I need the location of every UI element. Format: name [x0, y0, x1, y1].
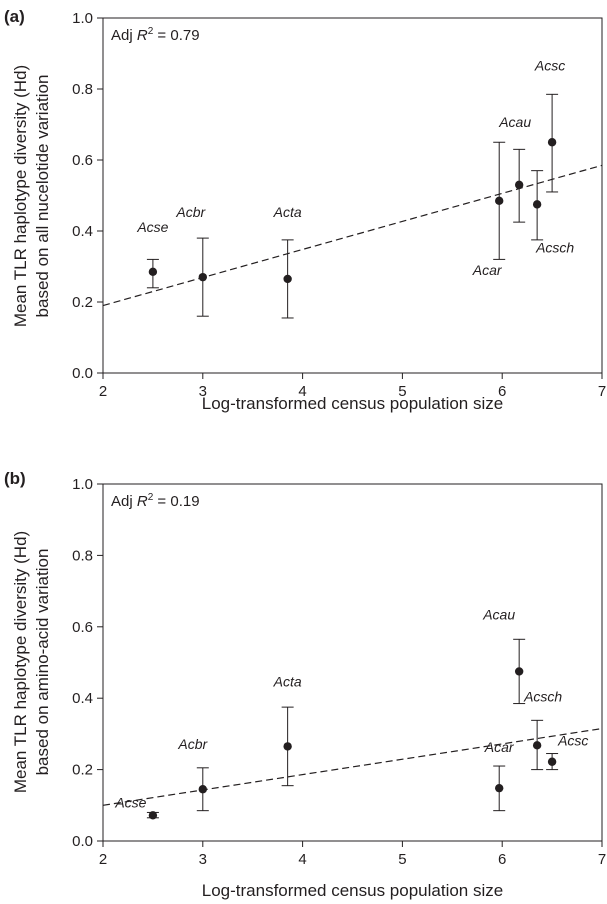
data-point [198, 785, 207, 794]
data-point [148, 267, 158, 277]
x-tick-label: 6 [498, 383, 506, 400]
point-label: Acar [484, 739, 515, 755]
point-label: Acsch [523, 688, 562, 704]
y-tick-label: 0.6 [72, 152, 93, 169]
point-label: Acau [498, 114, 531, 130]
y-tick-label: 1.0 [72, 10, 93, 27]
point-label: Acsc [557, 733, 588, 749]
plot-frame [102, 483, 603, 842]
point-label: Acta [273, 204, 302, 220]
data-point [198, 272, 207, 282]
y-tick-label: 0.8 [72, 81, 93, 98]
data-point [532, 741, 542, 750]
x-tick-label: 5 [398, 851, 406, 868]
x-tick-label: 3 [199, 383, 207, 400]
point-label: Acbr [177, 736, 208, 752]
point-label: Acta [273, 673, 302, 689]
y-tick-label: 0.6 [72, 619, 93, 636]
y-axis-label: Mean TLR haplotype diversity (Hd) [11, 65, 30, 327]
data-point [532, 200, 542, 209]
x-tick-label: 4 [298, 383, 306, 400]
data-point [148, 811, 158, 820]
point-label: Acse [136, 219, 168, 235]
regression-line [102, 164, 603, 307]
data-point [547, 757, 557, 766]
data-point [495, 783, 504, 793]
panel-label: (a) [4, 7, 25, 26]
regression-line [102, 727, 603, 806]
y-tick-label: 0.0 [72, 833, 93, 850]
data-point [283, 274, 292, 284]
x-tick-label: 5 [398, 383, 406, 400]
y-axis-label: based on amino-acid variation [33, 549, 52, 776]
point-label: Acau [482, 606, 515, 622]
panel-label: (b) [4, 469, 26, 488]
adj-r2-annotation: Adj R2 = 0.19 [111, 492, 200, 510]
point-label: Acar [472, 262, 503, 278]
x-tick-label: 6 [498, 851, 506, 868]
x-tick-label: 7 [598, 383, 606, 400]
x-tick-label: 4 [298, 851, 306, 868]
panel-a: (a) 0.0 0.2 0.4 0.6 0.8 1.0 2 3 4 5 6 7 Log-transform… [4, 7, 606, 413]
y-tick-label: 0.4 [72, 223, 93, 240]
y-tick-label: 0.4 [72, 690, 93, 707]
y-tick-label: 0.2 [72, 762, 93, 779]
data-point [283, 742, 292, 751]
x-axis-label: Log-transformed census population size [202, 881, 503, 900]
y-tick-label: 1.0 [72, 476, 93, 493]
point-label: Acsc [534, 57, 565, 73]
y-tick-label: 0.2 [72, 294, 93, 311]
panel-b: (b) 0.0 0.2 0.4 0.6 0.8 1.0 2 3 4 5 6 7 Log-transform… [4, 469, 606, 900]
data-point [514, 667, 524, 676]
y-axis-label: based on all nucelotide variation [33, 75, 52, 318]
point-label: Acsch [535, 239, 574, 255]
point-label: Acse [114, 794, 146, 810]
data-point [547, 138, 557, 147]
y-axis-label: Mean TLR haplotype diversity (Hd) [11, 531, 30, 793]
data-point [514, 180, 524, 190]
y-tick-label: 0.0 [72, 365, 93, 382]
x-tick-label: 2 [99, 383, 107, 400]
x-tick-label: 7 [598, 851, 606, 868]
point-label: Acbr [175, 204, 206, 220]
x-tick-label: 2 [99, 851, 107, 868]
data-point [495, 196, 504, 206]
x-axis-label: Log-transformed census population size [202, 394, 503, 413]
y-tick-label: 0.8 [72, 547, 93, 564]
plot-frame [102, 17, 603, 374]
adj-r2-annotation: Adj R2 = 0.79 [111, 26, 200, 44]
x-tick-label: 3 [199, 851, 207, 868]
